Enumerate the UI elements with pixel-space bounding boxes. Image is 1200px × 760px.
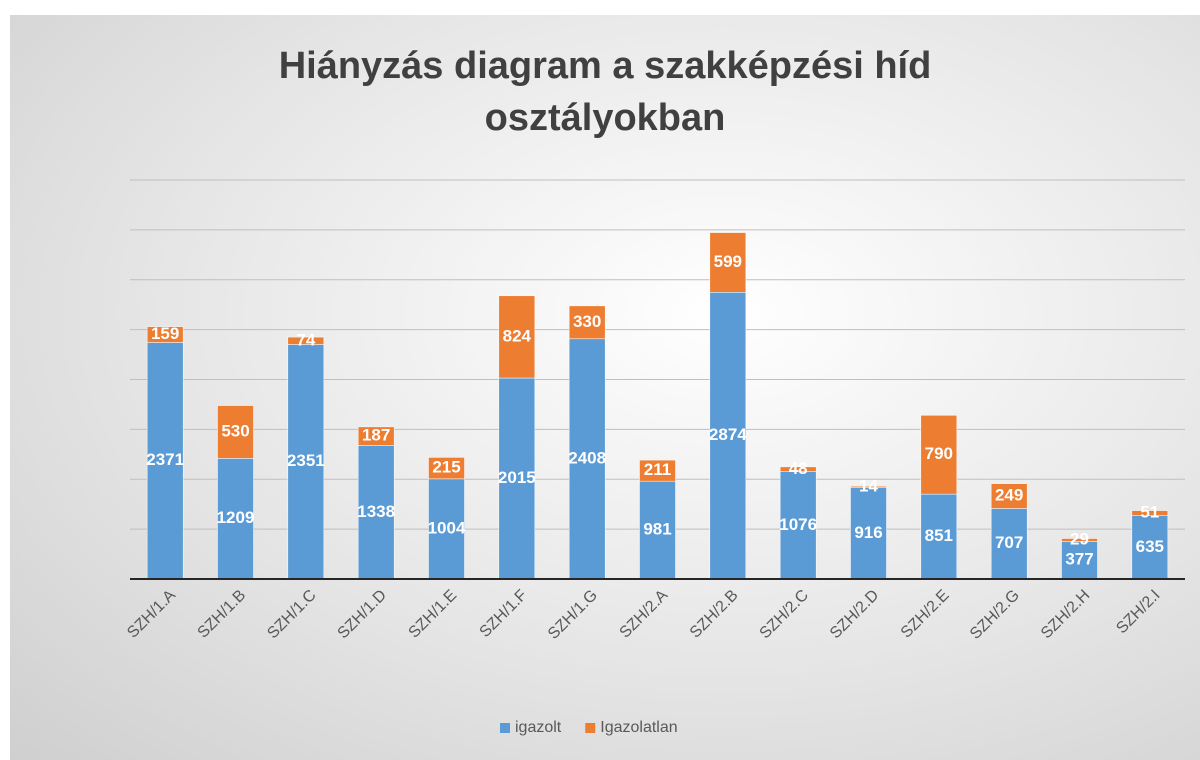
data-label: 599 [714, 252, 742, 271]
data-label: 824 [503, 326, 532, 345]
bar-segment [639, 459, 676, 482]
legend-swatch [585, 723, 596, 733]
data-label: 14 [859, 476, 878, 495]
legend-label: igazolt [515, 719, 562, 736]
data-label: 851 [925, 526, 953, 545]
x-tick-label: SZH/2.H [1038, 587, 1093, 642]
data-label: 211 [644, 460, 671, 479]
x-tick-label: SZH/2.G [967, 587, 1023, 643]
data-label: 249 [995, 486, 1023, 505]
bar-segment [287, 336, 325, 345]
data-label: 2371 [146, 450, 184, 469]
bar-segment [146, 342, 184, 580]
bar-segment [850, 485, 887, 488]
bar-segment [357, 445, 395, 580]
bar-segment [217, 405, 254, 459]
x-tick-label: SZH/2.A [617, 587, 672, 642]
data-label: 1338 [357, 502, 395, 521]
bar-segment [217, 458, 254, 580]
data-label: 330 [573, 312, 601, 331]
bar-segment [1061, 538, 1098, 542]
bar-segment [568, 338, 606, 580]
data-label: 981 [643, 520, 671, 539]
bar-segment [709, 292, 747, 580]
bar-segment [568, 305, 606, 340]
data-label: 215 [432, 458, 460, 477]
bar-segment [498, 295, 536, 379]
bar-segment [428, 478, 465, 580]
x-tick-label: SZH/1.B [195, 587, 250, 642]
data-label: 1076 [779, 515, 817, 534]
bar-segment [146, 326, 184, 343]
data-label: 2015 [498, 468, 536, 487]
bar-segment [357, 426, 395, 446]
x-tick-label: SZH/2.B [687, 587, 742, 642]
x-tick-label: SZH/2.E [898, 587, 953, 642]
data-label: 1004 [428, 518, 466, 537]
bar-segment [990, 508, 1028, 580]
data-label: 51 [1140, 503, 1159, 522]
data-label: 916 [854, 523, 882, 542]
bar-segment [990, 483, 1028, 509]
x-tick-label: SZH/1.E [406, 587, 461, 642]
bar-segment [920, 493, 958, 580]
x-tick-label: SZH/1.F [477, 587, 531, 641]
data-label: 1209 [217, 508, 255, 527]
bar-segment [639, 480, 676, 580]
x-tick-label: SZH/1.G [545, 587, 601, 643]
x-tick-label: SZH/2.I [1113, 587, 1163, 637]
legend-label: Igazolatlan [600, 719, 677, 736]
data-label: 2408 [568, 448, 606, 467]
bar-segment [920, 415, 958, 495]
x-tick-label: SZH/1.A [124, 587, 179, 642]
chart-title: Hiányzás diagram a szakképzési híd osztá… [278, 45, 932, 139]
data-label: 2874 [709, 425, 747, 444]
data-label: 707 [995, 533, 1023, 552]
data-label: 74 [296, 330, 315, 349]
bar-segment [428, 457, 465, 480]
legend-swatch [500, 723, 510, 733]
data-label: 159 [151, 324, 179, 343]
data-label: 48 [789, 459, 808, 478]
bar-segment [779, 471, 817, 580]
data-label: 187 [362, 426, 390, 445]
x-tick-label: SZH/1.C [264, 587, 319, 642]
x-tick-label: SZH/2.C [757, 587, 812, 642]
bar-segment [709, 232, 747, 293]
bar-segment [1131, 510, 1169, 516]
data-label: 790 [925, 444, 953, 463]
data-label: 635 [1136, 537, 1164, 556]
bar-segment [779, 466, 817, 472]
bar-segment [1131, 515, 1169, 580]
x-tick-label: SZH/1.D [335, 587, 390, 642]
data-label: 530 [221, 421, 249, 440]
data-label: 377 [1065, 550, 1093, 569]
bar-segment [850, 487, 887, 580]
bar-segment [498, 377, 536, 580]
x-tick-label: SZH/2.D [827, 587, 882, 642]
data-label: 29 [1070, 529, 1089, 548]
data-label: 2351 [287, 451, 325, 470]
